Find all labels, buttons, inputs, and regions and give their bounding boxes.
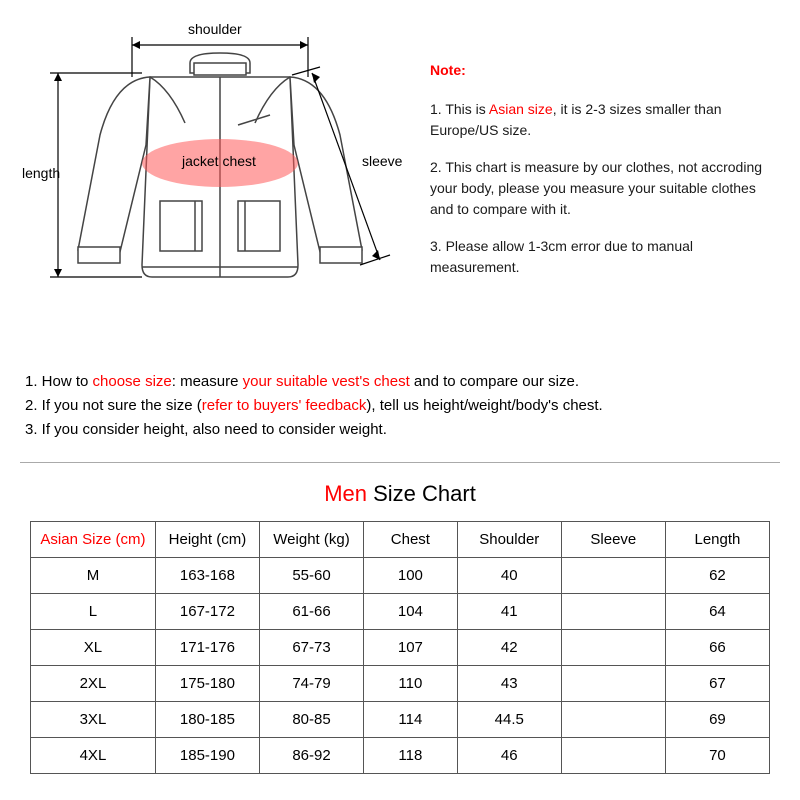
- table-cell: 55-60: [259, 558, 363, 594]
- jacket-diagram: shoulder length sleeve jacket chest: [20, 15, 400, 355]
- tip1-c: and to compare our size.: [410, 373, 579, 390]
- chart-title: Men Size Chart: [0, 463, 800, 521]
- table-cell: 41: [457, 594, 561, 630]
- table-cell: 46: [457, 738, 561, 774]
- note-2: 2. This chart is measure by our clothes,…: [430, 157, 770, 220]
- note-1-red: Asian size: [489, 101, 553, 117]
- length-label: length: [22, 165, 60, 181]
- table-cell: 180-185: [155, 702, 259, 738]
- table-cell: 2XL: [31, 666, 156, 702]
- note-heading: Note:: [430, 60, 770, 81]
- table-cell: 107: [364, 630, 458, 666]
- table-cell: 40: [457, 558, 561, 594]
- table-cell: 175-180: [155, 666, 259, 702]
- tip2-r: refer to buyers' feedback: [202, 397, 367, 414]
- table-cell: 80-85: [259, 702, 363, 738]
- chest-label: jacket chest: [182, 153, 256, 169]
- table-cell: 67-73: [259, 630, 363, 666]
- tip1-a: 1. How to: [25, 373, 93, 390]
- table-cell: 114: [364, 702, 458, 738]
- table-cell: [561, 594, 665, 630]
- table-cell: 167-172: [155, 594, 259, 630]
- table-cell: 3XL: [31, 702, 156, 738]
- table-cell: M: [31, 558, 156, 594]
- table-cell: L: [31, 594, 156, 630]
- notes-block: Note: 1. This is Asian size, it is 2-3 s…: [400, 15, 780, 355]
- tip2-b: ), tell us height/weight/body's chest.: [366, 397, 602, 414]
- table-cell: 62: [665, 558, 769, 594]
- table-cell: 163-168: [155, 558, 259, 594]
- tip-1: 1. How to choose size: measure your suit…: [25, 370, 775, 394]
- table-cell: 70: [665, 738, 769, 774]
- table-cell: 66: [665, 630, 769, 666]
- table-cell: 61-66: [259, 594, 363, 630]
- tip1-b: : measure: [172, 373, 243, 390]
- table-cell: 110: [364, 666, 458, 702]
- tips-block: 1. How to choose size: measure your suit…: [0, 365, 800, 457]
- table-row: M163-16855-6010040 62: [31, 558, 770, 594]
- table-row: L167-17261-6610441 64: [31, 594, 770, 630]
- table-cell: [561, 558, 665, 594]
- table-header: Shoulder: [457, 522, 561, 558]
- note-1: 1. This is Asian size, it is 2-3 sizes s…: [430, 99, 770, 141]
- table-cell: 118: [364, 738, 458, 774]
- table-row: XL171-17667-7310742 66: [31, 630, 770, 666]
- table-cell: XL: [31, 630, 156, 666]
- table-cell: [561, 702, 665, 738]
- table-cell: [561, 738, 665, 774]
- table-cell: 74-79: [259, 666, 363, 702]
- chart-title-rest: Size Chart: [367, 481, 476, 506]
- table-cell: 44.5: [457, 702, 561, 738]
- table-row: 2XL175-18074-7911043 67: [31, 666, 770, 702]
- table-cell: 69: [665, 702, 769, 738]
- table-header: Weight (kg): [259, 522, 363, 558]
- tip1-r1: choose size: [93, 373, 172, 390]
- table-row: 3XL180-18580-8511444.5 69: [31, 702, 770, 738]
- table-cell: 43: [457, 666, 561, 702]
- table-cell: 42: [457, 630, 561, 666]
- table-cell: 185-190: [155, 738, 259, 774]
- table-cell: 104: [364, 594, 458, 630]
- shoulder-label: shoulder: [188, 21, 242, 37]
- tip2-a: 2. If you not sure the size (: [25, 397, 202, 414]
- table-cell: 171-176: [155, 630, 259, 666]
- table-header: Height (cm): [155, 522, 259, 558]
- table-cell: 67: [665, 666, 769, 702]
- table-header: Chest: [364, 522, 458, 558]
- table-header: Asian Size (cm): [31, 522, 156, 558]
- table-row: 4XL185-19086-9211846 70: [31, 738, 770, 774]
- tip-2: 2. If you not sure the size (refer to bu…: [25, 394, 775, 418]
- table-cell: [561, 630, 665, 666]
- note-1-a: 1. This is: [430, 101, 489, 117]
- table-cell: 64: [665, 594, 769, 630]
- table-header: Sleeve: [561, 522, 665, 558]
- table-cell: 86-92: [259, 738, 363, 774]
- sleeve-label: sleeve: [362, 153, 402, 169]
- table-header: Length: [665, 522, 769, 558]
- table-cell: [561, 666, 665, 702]
- table-cell: 4XL: [31, 738, 156, 774]
- table-cell: 100: [364, 558, 458, 594]
- jacket-svg: [20, 15, 400, 355]
- tip1-r2: your suitable vest's chest: [243, 373, 410, 390]
- note-3: 3. Please allow 1-3cm error due to manua…: [430, 236, 770, 278]
- chart-title-red: Men: [324, 481, 367, 506]
- size-chart-table: Asian Size (cm)Height (cm)Weight (kg)Che…: [30, 521, 770, 774]
- tip-3: 3. If you consider height, also need to …: [25, 418, 775, 442]
